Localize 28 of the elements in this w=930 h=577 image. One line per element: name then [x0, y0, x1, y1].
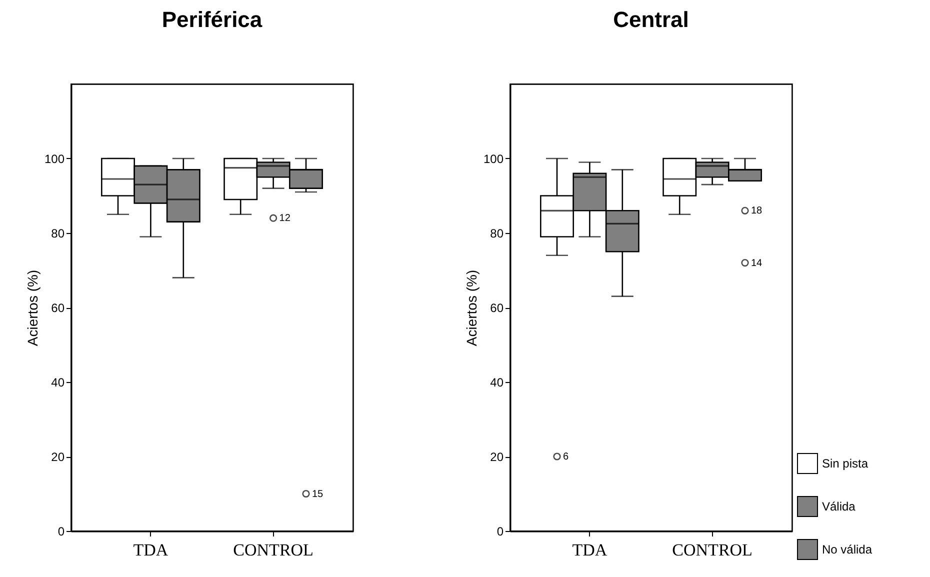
legend-label: Válida [822, 500, 856, 514]
y-tick-label: 0 [496, 524, 504, 538]
y-axis-title: Aciertos (%) [24, 270, 40, 346]
y-tick-label: 100 [44, 152, 65, 166]
y-tick-label: 60 [51, 301, 65, 315]
x-tick-label: TDA [572, 540, 608, 560]
y-tick-label: 100 [483, 152, 504, 166]
x-tick-label: CONTROL [672, 540, 752, 560]
x-tick-label: CONTROL [233, 540, 314, 560]
legend-label: No válida [822, 542, 872, 556]
annotation: 15 [312, 488, 324, 500]
y-tick-label: 40 [51, 376, 65, 390]
x-tick-label: TDA [133, 540, 169, 560]
annotation: 14 [751, 258, 763, 269]
y-tick-label: 80 [51, 226, 65, 240]
y-tick-label: 60 [490, 301, 504, 315]
y-axis-title: Aciertos (%) [463, 270, 480, 346]
y-tick-label: 40 [490, 376, 504, 390]
y-tick-label: 20 [490, 450, 504, 464]
y-tick-label: 20 [51, 450, 65, 464]
chart-title: Periférica [162, 7, 263, 32]
chart-title: Central [613, 7, 689, 32]
annotation: 12 [279, 213, 291, 224]
annotation: 6 [563, 452, 569, 462]
legend-label: Sin pista [822, 456, 868, 470]
y-tick-label: 80 [490, 226, 504, 240]
annotation: 18 [751, 206, 763, 217]
y-tick-label: 0 [58, 524, 65, 538]
